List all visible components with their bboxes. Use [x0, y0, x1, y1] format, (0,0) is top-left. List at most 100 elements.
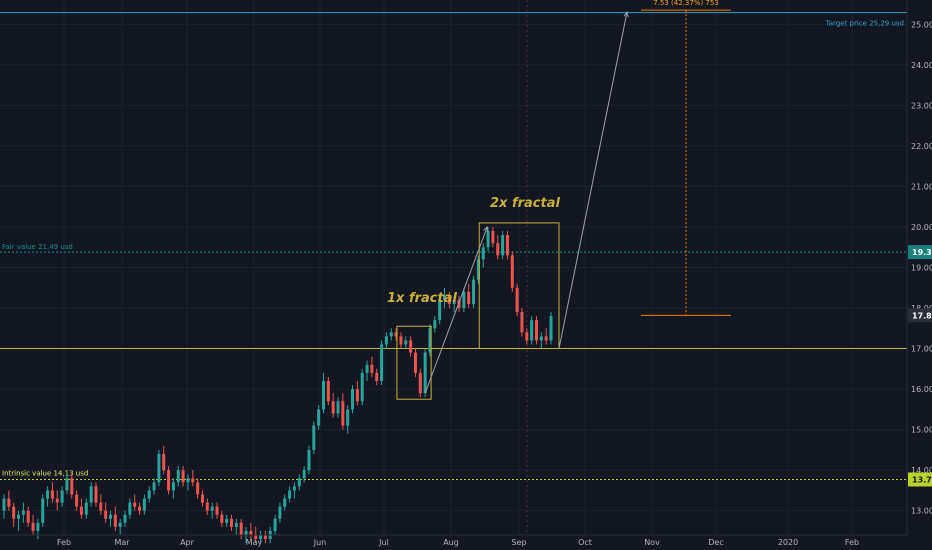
candle-body: [530, 320, 534, 341]
candle-body: [200, 494, 204, 503]
candle-body: [326, 380, 330, 402]
candle-body: [234, 522, 238, 527]
candle: [423, 348, 427, 398]
price-badge-label: 13.77: [912, 475, 932, 484]
candle: [225, 514, 229, 527]
candle-body: [118, 522, 122, 527]
candle: [176, 466, 180, 487]
candle: [370, 356, 374, 377]
candle: [12, 502, 16, 527]
candle-body: [128, 502, 132, 515]
candle: [89, 482, 93, 507]
candle-body: [60, 490, 64, 503]
price-badge-label: 19.38: [912, 248, 932, 257]
candle-body: [389, 332, 393, 337]
target-price-label: Target price 25,29 usd: [825, 20, 904, 28]
candle-body: [138, 506, 142, 511]
candle: [365, 360, 369, 381]
candle-body: [399, 336, 403, 345]
price-axis: 13.0014.0015.0016.0017.0018.0019.0020.00…: [906, 0, 932, 550]
candle-body: [539, 336, 543, 341]
x-tick-label: Apr: [180, 538, 195, 547]
candle-body: [70, 478, 74, 495]
candle: [123, 510, 127, 527]
candle: [476, 255, 480, 284]
candle-body: [370, 364, 374, 373]
x-tick-label: Aug: [443, 538, 459, 547]
candle: [133, 494, 137, 511]
candle-body: [346, 409, 350, 426]
candle-body: [423, 352, 427, 394]
x-tick-label: Feb: [845, 538, 859, 547]
candle-body: [31, 522, 35, 531]
projection-arrow-1: [424, 226, 488, 394]
candle: [113, 506, 117, 531]
candle-body: [292, 486, 296, 491]
candle: [75, 490, 79, 511]
candle-body: [147, 490, 151, 499]
candle-body: [176, 470, 180, 483]
candle-body: [375, 372, 379, 381]
candle: [355, 380, 359, 406]
horizontal-levels: Target price 25,29 usd Fair value 21,49 u…: [0, 12, 907, 480]
y-tick-label: 17.00: [911, 345, 932, 354]
candle-body: [113, 514, 117, 527]
candle-body: [196, 482, 200, 495]
candle-body: [447, 295, 451, 304]
candle: [317, 405, 321, 430]
price-axis-bg: [907, 0, 932, 550]
candle: [220, 510, 224, 527]
candle: [278, 502, 282, 523]
candle: [530, 316, 534, 345]
price-badge: [908, 308, 932, 323]
candle-body: [94, 486, 98, 503]
x-tick-label: Feb: [57, 538, 71, 547]
candle-body: [360, 372, 364, 402]
candle: [171, 478, 175, 499]
candle-body: [505, 235, 509, 256]
candle: [263, 530, 267, 544]
candle: [394, 328, 398, 341]
candle: [360, 368, 364, 406]
candle-body: [312, 425, 316, 450]
fractal-box-2: [478, 222, 560, 350]
candle-body: [321, 380, 325, 410]
y-tick-label: 13.00: [911, 507, 932, 516]
candle: [292, 482, 296, 499]
candle: [399, 332, 403, 349]
candle-body: [133, 502, 137, 507]
candle: [118, 518, 122, 535]
candle-body: [355, 389, 359, 402]
candle: [312, 421, 316, 454]
candle: [496, 235, 500, 260]
candle-body: [365, 364, 369, 373]
candle-body: [428, 328, 432, 353]
candle-body: [549, 316, 553, 341]
candle: [438, 295, 442, 325]
candle: [413, 348, 417, 377]
candle: [234, 518, 238, 535]
candle-body: [254, 535, 258, 540]
y-tick-label: 19.00: [911, 264, 932, 273]
candle: [196, 478, 200, 499]
candle-body: [278, 506, 282, 519]
candle-series: [2, 226, 553, 544]
y-tick-label: 24.00: [911, 61, 932, 70]
x-tick-label: 2020: [778, 538, 798, 547]
candle: [491, 226, 495, 248]
candle-body: [205, 502, 209, 511]
candle: [288, 486, 292, 503]
fair-value-label: Fair value 21,49 usd: [2, 243, 73, 251]
candle-body: [467, 291, 471, 304]
candle-body: [297, 478, 301, 487]
measure-label: 7.53 (42.37%) 753: [653, 0, 719, 7]
candle: [46, 486, 50, 507]
x-tick-label: Sep: [511, 538, 526, 547]
candle: [346, 405, 350, 434]
candle-body: [2, 498, 6, 511]
candle-body: [167, 470, 171, 491]
candle-body: [108, 514, 112, 519]
candle: [472, 275, 476, 309]
candle-body: [142, 498, 146, 511]
